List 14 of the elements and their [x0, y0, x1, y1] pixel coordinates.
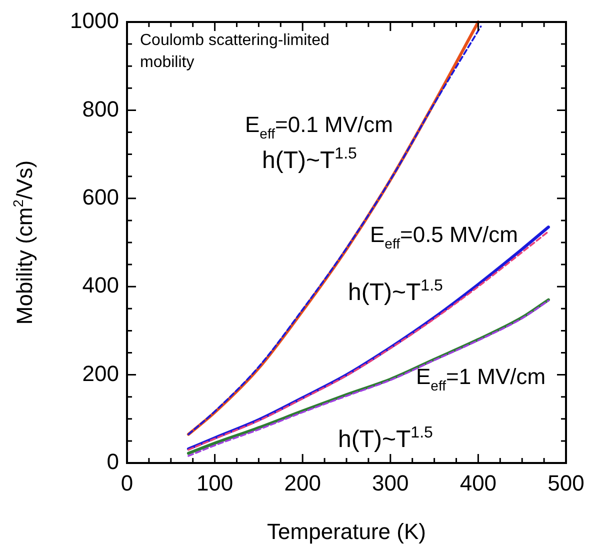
x-tick-label: 400 [460, 470, 497, 496]
y-tick-label: 1000 [70, 8, 119, 34]
x-tick-label: 300 [372, 470, 409, 496]
annotation: Coulomb scattering-limited mobility [140, 32, 330, 71]
x-tick-label: 500 [548, 470, 584, 496]
y-axis-title: Mobility (cm2/Vs) [10, 160, 37, 325]
y-tick-label: 200 [82, 360, 119, 386]
y-tick-label: 800 [82, 96, 119, 122]
y-tick-label: 400 [82, 272, 119, 298]
x-tick-label: 100 [196, 470, 234, 496]
x-axis-title: Temperature (K) [267, 518, 426, 544]
y-tick-label: 0 [106, 449, 119, 474]
x-tick-label: 200 [284, 470, 321, 496]
y-tick-label: 600 [82, 184, 119, 210]
